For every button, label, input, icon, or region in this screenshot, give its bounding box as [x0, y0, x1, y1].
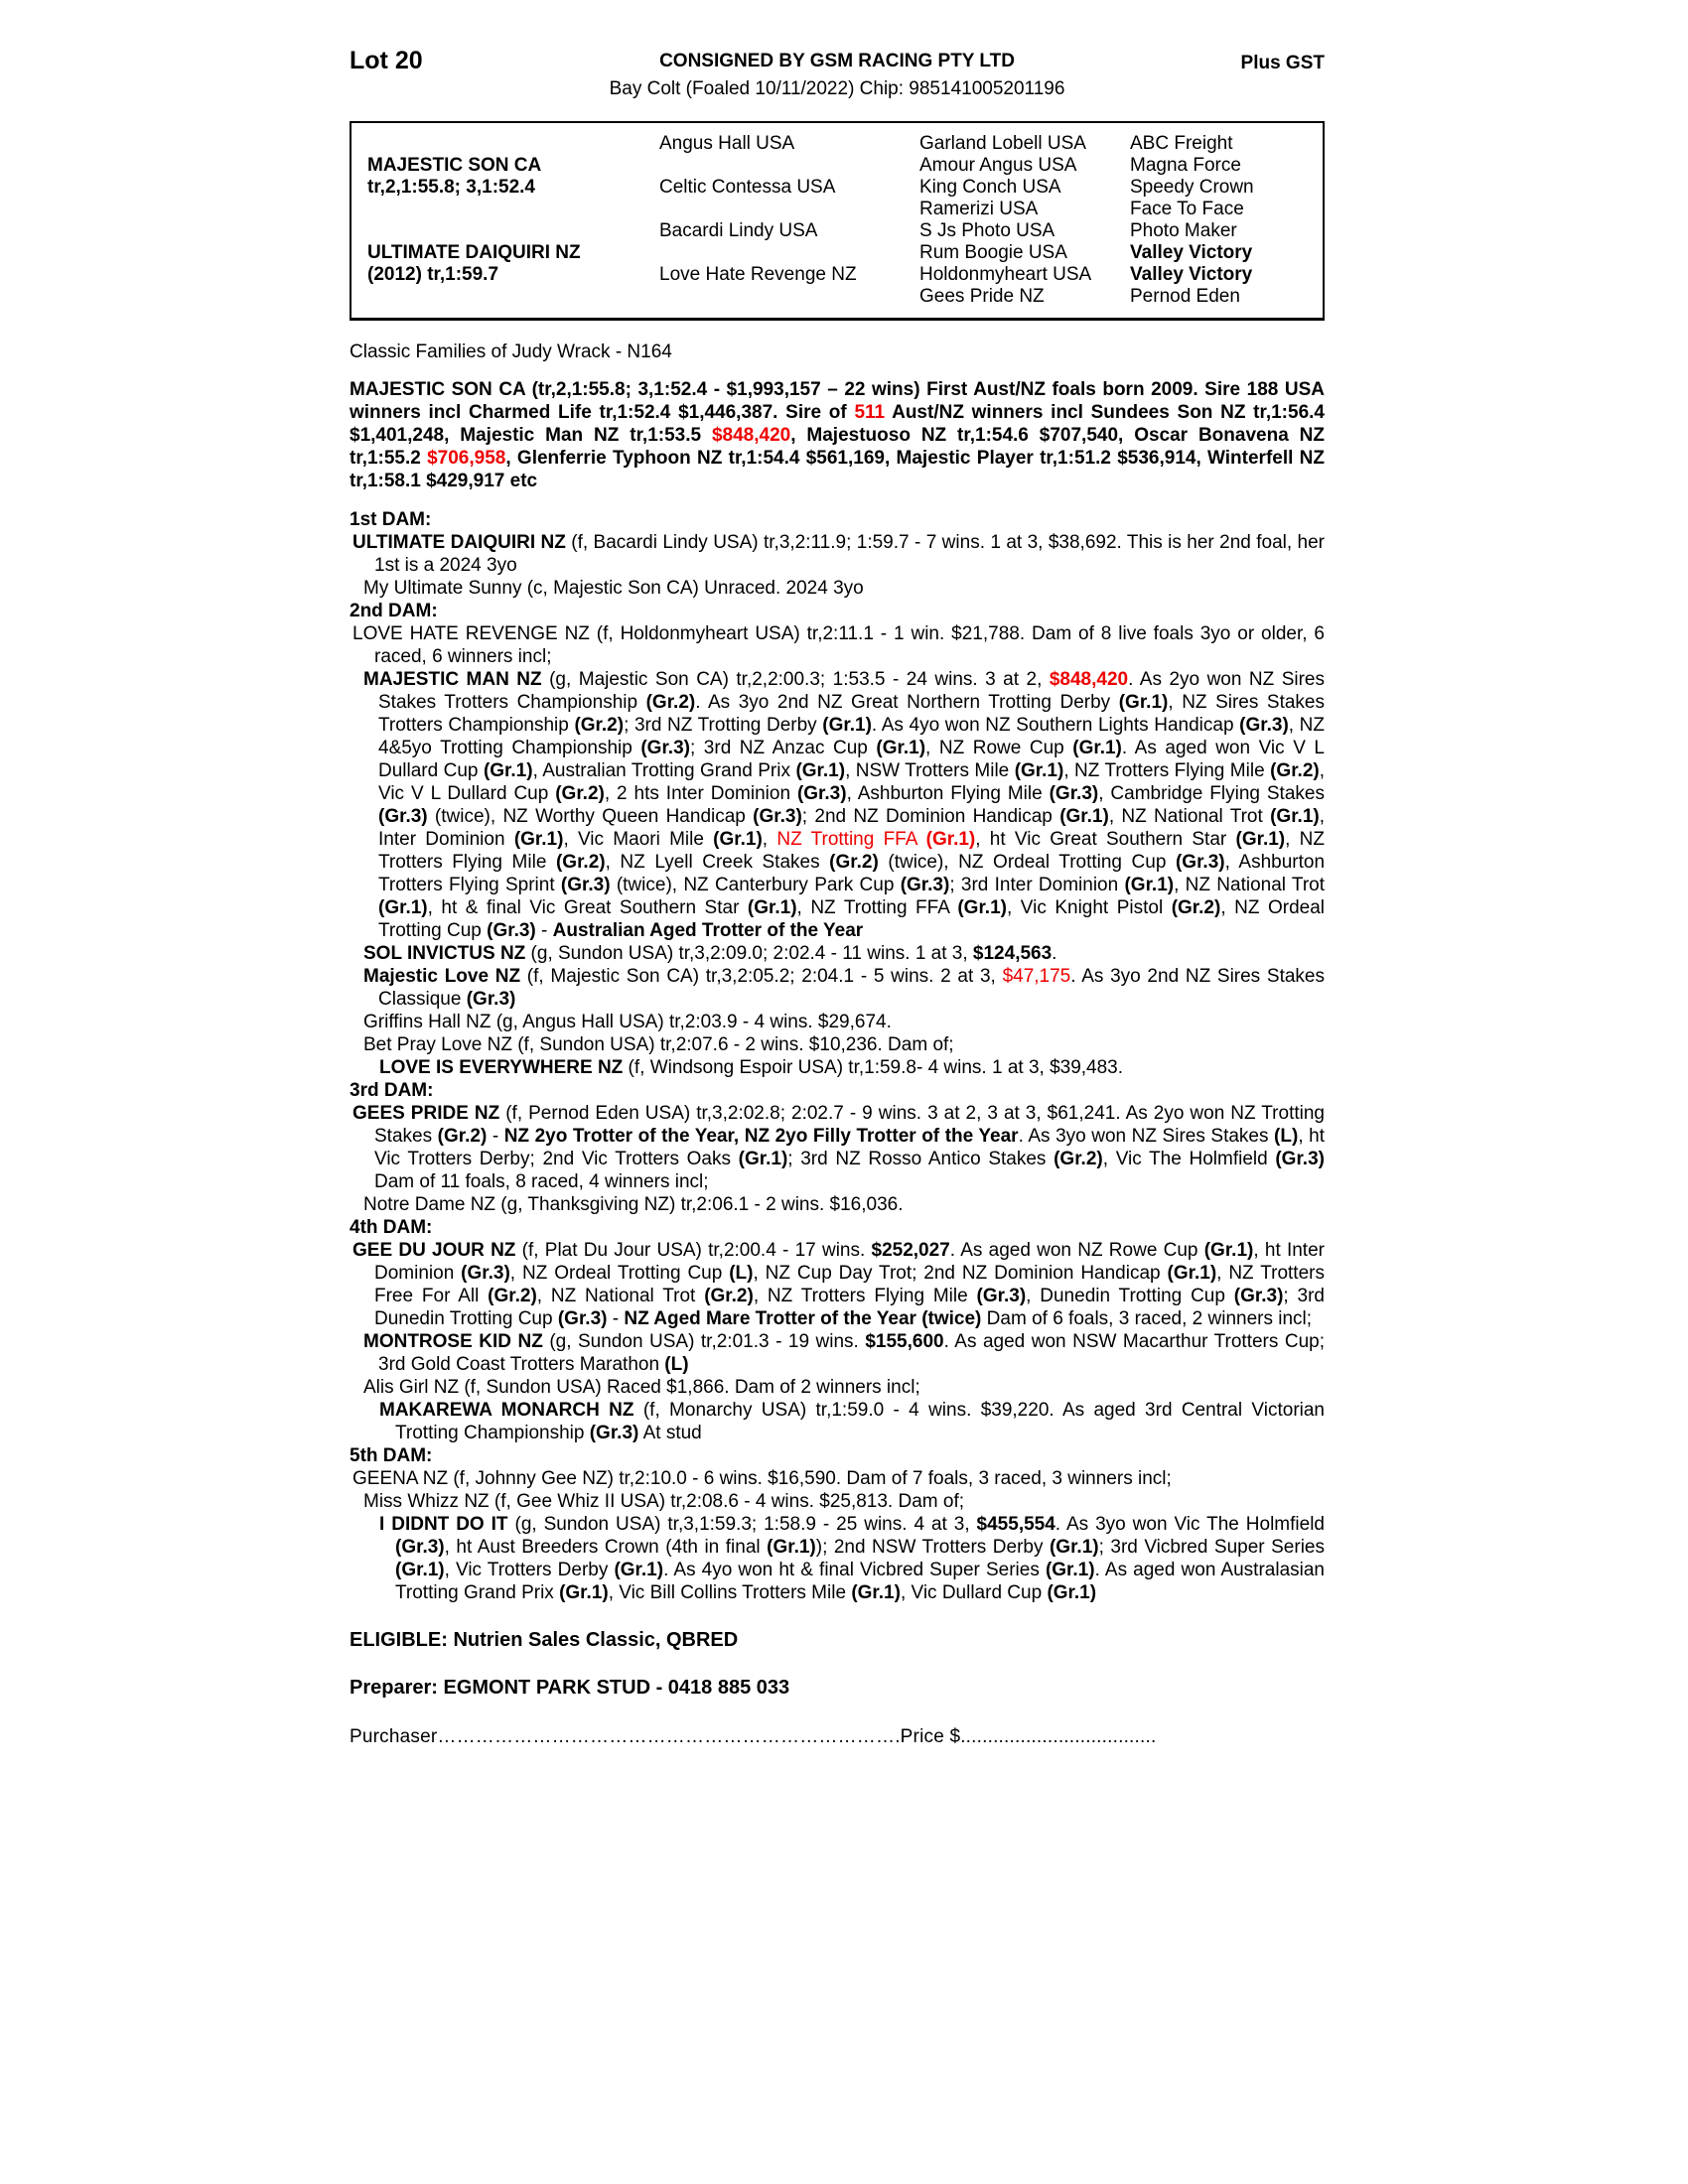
foal-entry: Notre Dame NZ (g, Thanksgiving NZ) tr,2:…: [363, 1194, 904, 1215]
consignor-title: CONSIGNED BY GSM RACING PTY LTD: [659, 51, 1015, 71]
lot-number: Lot 20: [350, 47, 423, 74]
pedigree-cell: Pernod Eden: [1130, 286, 1240, 307]
dam3-entry: GEES PRIDE NZ (f, Pernod Eden USA) tr,3,…: [352, 1103, 1325, 1192]
foal-entry: Alis Girl NZ (f, Sundon USA) Raced $1,86…: [363, 1377, 920, 1398]
foal-entry: SOL INVICTUS NZ (g, Sundon USA) tr,3,2:0…: [363, 943, 1057, 964]
pedigree-cell: Celtic Contessa USA: [659, 177, 836, 198]
pedigree-cell: Valley Victory: [1130, 264, 1253, 285]
pedigree-cell: Garland Lobell USA: [919, 133, 1086, 154]
pedigree-cell: [365, 198, 659, 219]
pedigree-cell: ABC Freight: [1130, 133, 1233, 154]
pedigree-cell: [659, 154, 919, 176]
pedigree-cell-sire-name: MAJESTIC SON CA: [367, 155, 542, 176]
dam1-entry: ULTIMATE DAIQUIRI NZ (f, Bacardi Lindy U…: [352, 532, 1326, 576]
page-content: Lot 20 CONSIGNED BY GSM RACING PTY LTD P…: [350, 47, 1326, 1748]
pedigree-cell: Amour Angus USA: [919, 155, 1077, 176]
pedigree-cell: Ramerizi USA: [919, 199, 1039, 219]
pedigree-cell: Magna Force: [1130, 155, 1241, 176]
pedigree-cell-dam-record: (2012) tr,1:59.7: [367, 264, 499, 285]
dam5-heading: 5th DAM:: [350, 1445, 433, 1466]
foal-entry: Majestic Love NZ (f, Majestic Son CA) tr…: [363, 966, 1325, 1010]
dam3-heading: 3rd DAM:: [350, 1080, 434, 1101]
pedigree-body: 1st DAM: ULTIMATE DAIQUIRI NZ (f, Bacard…: [350, 508, 1325, 1604]
subfoal-entry: I DIDNT DO IT (g, Sundon USA) tr,3,1:59.…: [379, 1514, 1325, 1603]
pedigree-cell: Face To Face: [1130, 199, 1244, 219]
pedigree-cell-dam-name: ULTIMATE DAIQUIRI NZ: [367, 242, 581, 263]
dam5-entry: GEENA NZ (f, Johnny Gee NZ) tr,2:10.0 - …: [352, 1468, 1172, 1489]
pedigree-cell: [659, 241, 919, 263]
pedigree-cell-sire-record: tr,2,1:55.8; 3,1:52.4: [367, 177, 535, 198]
foal-entry: Griffins Hall NZ (g, Angus Hall USA) tr,…: [363, 1012, 892, 1032]
pedigree-cell: [659, 285, 919, 307]
pedigree-cell: [365, 285, 659, 307]
pedigree-table: Angus Hall USA Garland Lobell USA ABC Fr…: [350, 121, 1325, 321]
foal-entry: MAJESTIC MAN NZ (g, Majestic Son CA) tr,…: [363, 669, 1326, 941]
pedigree-cell: Angus Hall USA: [659, 133, 795, 154]
family-line: Classic Families of Judy Wrack - N164: [350, 341, 672, 362]
dam4-entry: GEE DU JOUR NZ (f, Plat Du Jour USA) tr,…: [352, 1240, 1325, 1329]
preparer-line: Preparer: EGMONT PARK STUD - 0418 885 03…: [350, 1677, 790, 1699]
pedigree-cell: S Js Photo USA: [919, 220, 1055, 241]
foal-entry: MONTROSE KID NZ (g, Sundon USA) tr,2:01.…: [363, 1331, 1325, 1375]
pedigree-cell: Valley Victory: [1130, 242, 1253, 263]
pedigree-cell: Gees Pride NZ: [919, 286, 1045, 307]
pedigree-cell: Speedy Crown: [1130, 177, 1254, 198]
subfoal-entry: LOVE IS EVERYWHERE NZ (f, Windsong Espoi…: [379, 1057, 1124, 1078]
eligibility-line: ELIGIBLE: Nutrien Sales Classic, QBRED: [350, 1629, 739, 1651]
pedigree-cell: Holdonmyheart USA: [919, 264, 1092, 285]
purchaser-fill-line: Purchaser……………………………………………………………….Price …: [350, 1726, 1157, 1747]
pedigree-cell: Rum Boogie USA: [919, 242, 1067, 263]
pedigree-cell: [365, 132, 659, 154]
subfoal-entry: MAKAREWA MONARCH NZ (f, Monarchy USA) tr…: [379, 1400, 1325, 1443]
foal-entry: My Ultimate Sunny (c, Majestic Son CA) U…: [363, 578, 864, 599]
sire-summary-paragraph: MAJESTIC SON CA (tr,2,1:55.8; 3,1:52.4 -…: [350, 379, 1326, 491]
pedigree-cell: Photo Maker: [1130, 220, 1237, 241]
dam4-heading: 4th DAM:: [350, 1217, 433, 1238]
pedigree-cell: Love Hate Revenge NZ: [659, 264, 857, 285]
dam2-entry: LOVE HATE REVENGE NZ (f, Holdonmyheart U…: [352, 623, 1325, 667]
pedigree-cell: [659, 198, 919, 219]
pedigree-cell: Bacardi Lindy USA: [659, 220, 818, 241]
dam2-heading: 2nd DAM:: [350, 601, 438, 621]
pedigree-cell: [365, 219, 659, 241]
foal-entry: Miss Whizz NZ (f, Gee Whiz II USA) tr,2:…: [363, 1491, 965, 1512]
pedigree-cell: King Conch USA: [919, 177, 1061, 198]
page-header: Lot 20 CONSIGNED BY GSM RACING PTY LTD P…: [350, 47, 1325, 74]
foal-entry: Bet Pray Love NZ (f, Sundon USA) tr,2:07…: [363, 1034, 954, 1055]
dam1-heading: 1st DAM:: [350, 509, 432, 530]
horse-description: Bay Colt (Foaled 10/11/2022) Chip: 98514…: [609, 78, 1065, 99]
gst-note: Plus GST: [1240, 53, 1325, 73]
